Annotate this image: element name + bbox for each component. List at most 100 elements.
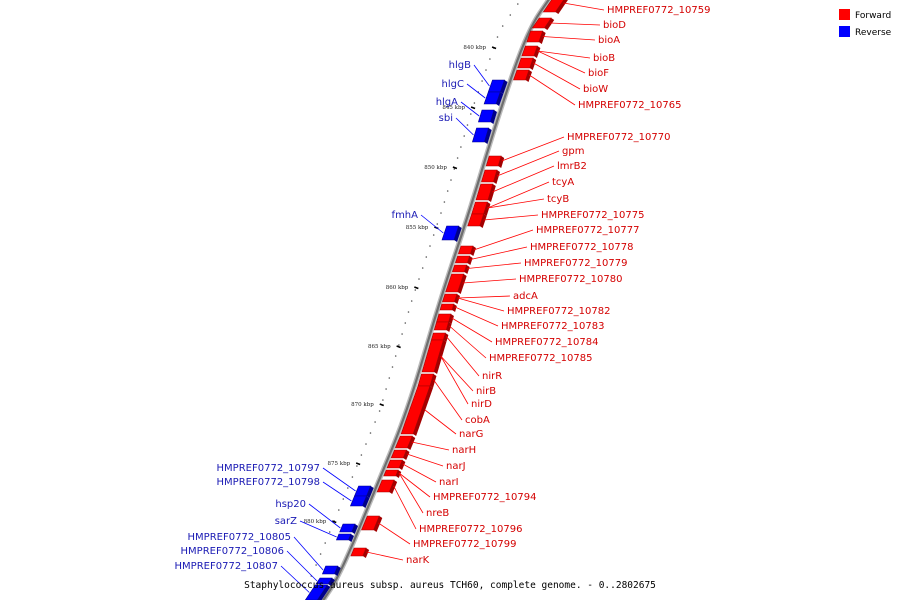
forward-feature-edge — [454, 294, 460, 304]
forward-leader-line — [470, 246, 528, 260]
reverse-feature-edge — [496, 92, 504, 106]
forward-leader-line — [411, 441, 450, 451]
tick-label: 850 kbp — [424, 165, 447, 171]
forward-gene-label: narK — [406, 555, 430, 566]
legend: Forward Reverse — [839, 9, 892, 38]
reverse-gene-label: fmhA — [392, 210, 419, 221]
forward-leader-line — [366, 551, 404, 561]
genome-backbone — [320, 0, 552, 600]
forward-feature-edge — [544, 18, 555, 30]
forward-leader-line — [440, 355, 469, 405]
scale-dot — [385, 388, 387, 390]
forward-feature — [417, 373, 437, 388]
reverse-feature — [304, 584, 331, 600]
forward-feature — [430, 332, 449, 342]
forward-feature-edge — [488, 184, 496, 202]
forward-gene-label: bioF — [588, 68, 609, 79]
scale-dot — [501, 25, 504, 27]
forward-feature-edge — [448, 314, 454, 324]
forward-feature-edge — [525, 70, 532, 82]
tick-mark — [414, 286, 419, 290]
reverse-feature — [339, 523, 358, 534]
tick-mark — [470, 106, 476, 110]
forward-feature-edge — [413, 386, 433, 436]
legend-reverse-swatch — [839, 26, 850, 37]
forward-leader-line — [483, 214, 539, 221]
scale-dot — [446, 190, 449, 192]
scale-dot — [365, 443, 367, 445]
scale-dot — [509, 14, 512, 16]
scale-dot — [414, 289, 417, 291]
forward-feature-edge — [452, 304, 457, 312]
forward-feature-edge — [479, 214, 487, 228]
scale-dot — [407, 311, 410, 313]
forward-feature — [386, 459, 406, 470]
reverse-leader-line — [286, 550, 318, 582]
reverse-feature — [349, 495, 370, 508]
reverse-leader-line — [322, 481, 352, 502]
scale-dot — [450, 179, 452, 181]
reverse-feature — [477, 109, 497, 124]
forward-leader-line — [473, 229, 534, 251]
forward-feature — [485, 155, 505, 168]
scale-dot — [388, 377, 391, 379]
forward-feature-body — [430, 332, 446, 341]
reverse-feature — [315, 577, 335, 586]
scale-dot — [378, 410, 381, 412]
forward-feature-edge — [457, 274, 467, 294]
forward-feature-body — [451, 264, 468, 273]
forward-leader-line — [440, 355, 474, 392]
reverse-features — [304, 79, 508, 600]
forward-feature — [467, 213, 487, 228]
forward-leader-line — [549, 22, 601, 26]
forward-leader-line — [406, 453, 444, 467]
forward-gene-label: adcA — [513, 291, 538, 302]
forward-leader-line — [462, 278, 517, 284]
reverse-leader-line — [322, 467, 356, 492]
forward-feature-body — [457, 245, 474, 255]
forward-gene-label: HMPREF0772_10785 — [489, 353, 592, 364]
forward-leader-line — [529, 74, 576, 106]
forward-feature — [531, 17, 555, 30]
forward-gene-label: HMPREF0772_10794 — [433, 492, 536, 503]
forward-leader-line — [497, 150, 560, 177]
scale-dots — [303, 3, 519, 588]
forward-gene-label: HMPREF0772_10770 — [567, 132, 670, 143]
forward-gene-label: narI — [439, 477, 459, 488]
forward-gene-label: HMPREF0772_10784 — [495, 337, 598, 348]
forward-feature — [390, 449, 410, 460]
forward-feature-body — [439, 303, 455, 311]
forward-gene-label: HMPREF0772_10782 — [507, 306, 610, 317]
forward-feature-body — [361, 515, 380, 531]
scale-dot — [429, 245, 431, 247]
forward-feature — [433, 321, 452, 332]
forward-leader-line — [454, 306, 499, 327]
scale-dot — [470, 113, 472, 115]
legend-forward-swatch — [839, 9, 850, 20]
scale-dot — [391, 366, 394, 368]
forward-leader-line — [378, 522, 411, 545]
forward-feature-edge — [403, 450, 410, 460]
forward-leader-line — [451, 317, 493, 343]
forward-feature — [451, 264, 470, 274]
label-leader-lines — [280, 2, 605, 593]
forward-feature-edge — [362, 548, 370, 558]
scale-dot — [418, 278, 420, 280]
reverse-feature-edge — [334, 566, 341, 576]
gene-labels: HMPREF0772_10759 bioD bioA bioB bioF bioW HMPR… — [175, 5, 711, 572]
reverse-leader-line — [455, 117, 474, 136]
tick-label: 860 kbp — [386, 285, 409, 291]
forward-leader-line — [393, 485, 417, 530]
reverse-feature-edge — [317, 585, 331, 600]
scale-dot — [394, 355, 397, 357]
reverse-leader-line — [293, 536, 324, 571]
reverse-feature-body — [304, 584, 328, 600]
reverse-feature — [471, 127, 492, 144]
forward-feature-body — [531, 17, 552, 29]
scale-dot — [456, 157, 459, 159]
forward-leader-line — [449, 325, 487, 359]
forward-feature — [442, 293, 460, 304]
scale-dot — [473, 102, 476, 104]
reverse-leader-line — [308, 503, 341, 529]
scale-dot — [463, 135, 466, 137]
